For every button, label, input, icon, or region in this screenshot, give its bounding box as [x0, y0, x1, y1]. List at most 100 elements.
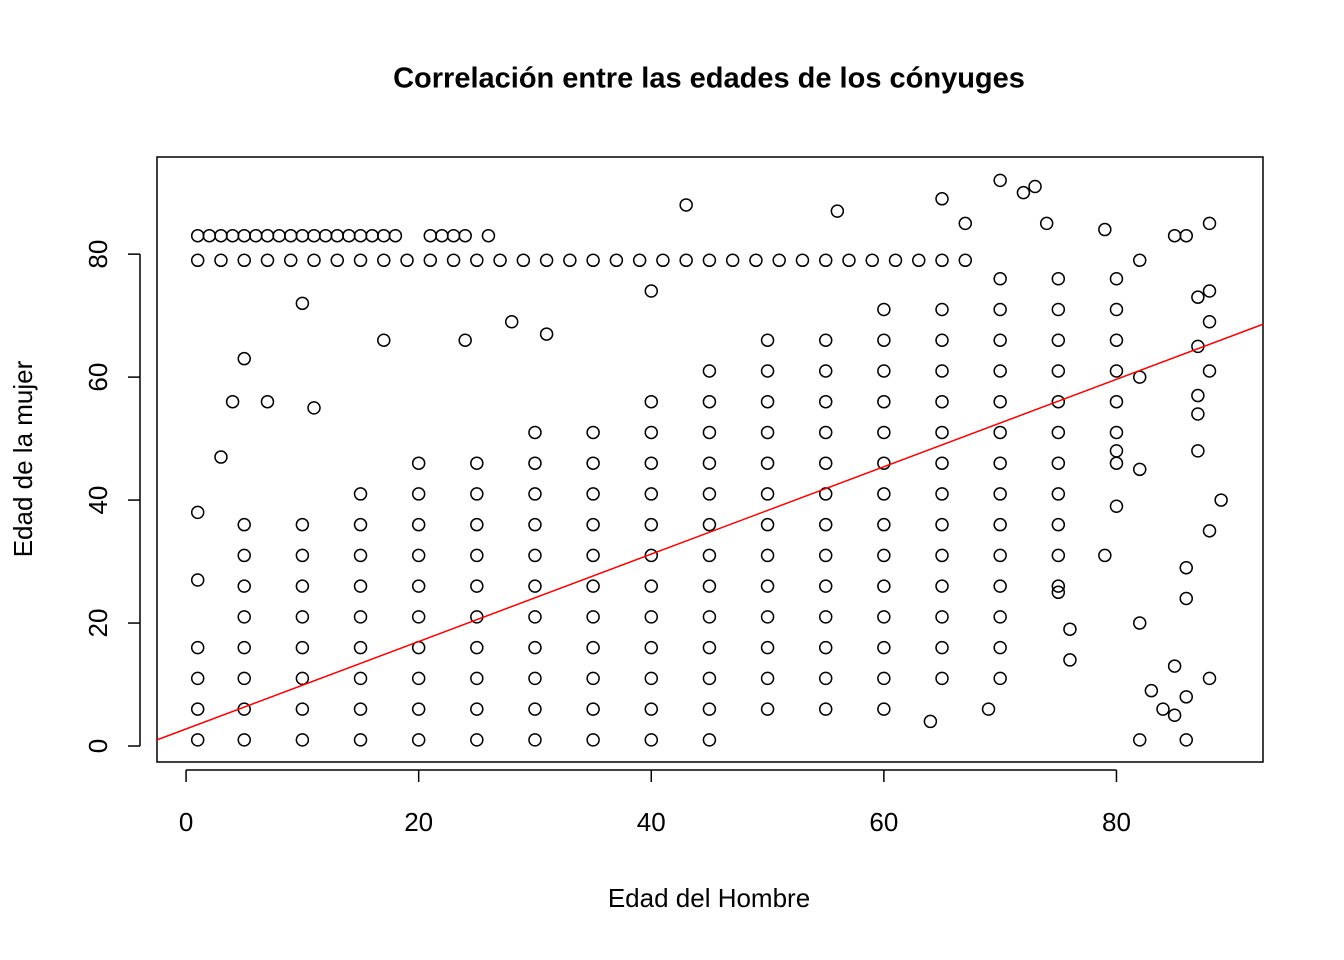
point [760, 548, 775, 563]
point [528, 671, 542, 686]
point [1132, 733, 1147, 747]
point [877, 456, 891, 470]
point [1109, 364, 1124, 378]
point [935, 394, 949, 409]
point [586, 733, 600, 747]
point [958, 253, 973, 268]
point [295, 548, 310, 563]
point [190, 702, 205, 716]
point [993, 173, 1007, 188]
point [818, 394, 833, 409]
point [528, 733, 542, 747]
point [993, 271, 1007, 286]
point [365, 228, 379, 243]
point [935, 671, 949, 686]
point [1167, 228, 1182, 243]
point [353, 517, 368, 532]
y-tick-label: 60 [83, 363, 113, 392]
point [353, 579, 368, 593]
point [935, 425, 949, 440]
x-tick-label: 40 [637, 807, 666, 837]
point [1191, 407, 1205, 421]
point [993, 517, 1007, 532]
point [702, 733, 717, 747]
point [1202, 524, 1217, 538]
point [586, 548, 600, 563]
point [877, 640, 891, 655]
point [935, 579, 949, 593]
point [411, 548, 426, 563]
point [877, 702, 891, 716]
point [702, 425, 717, 440]
point [1028, 179, 1042, 194]
point [458, 333, 472, 347]
point [411, 671, 426, 686]
point [307, 253, 321, 268]
point [504, 315, 519, 329]
point [760, 610, 775, 624]
point [528, 640, 542, 655]
point [411, 487, 426, 501]
point [818, 456, 833, 470]
point [237, 579, 251, 593]
point [377, 253, 391, 268]
point [586, 610, 600, 624]
point [702, 364, 717, 378]
point [993, 302, 1007, 317]
point [702, 456, 717, 470]
point [644, 548, 659, 563]
point [563, 253, 577, 268]
point [423, 253, 438, 268]
point [760, 456, 775, 470]
point [237, 640, 251, 655]
point [632, 253, 647, 268]
point [190, 640, 205, 655]
point [295, 671, 310, 686]
y-tick-label: 80 [83, 240, 113, 269]
point [644, 733, 659, 747]
point [1214, 493, 1228, 507]
point [411, 702, 426, 716]
point [1202, 284, 1217, 298]
point [1051, 425, 1066, 440]
point [586, 640, 600, 655]
point [1179, 591, 1193, 606]
point [237, 671, 251, 686]
point [1051, 579, 1066, 593]
point [877, 425, 891, 440]
point [470, 253, 484, 268]
point [435, 228, 449, 243]
point [760, 394, 775, 409]
point [818, 640, 833, 655]
point [295, 579, 310, 593]
point [528, 548, 542, 563]
point [888, 253, 903, 268]
point [1179, 733, 1193, 747]
point [214, 450, 228, 464]
point [470, 487, 484, 501]
point [644, 487, 659, 501]
point [1098, 548, 1112, 563]
point [190, 505, 205, 520]
point [411, 579, 426, 593]
point [411, 610, 426, 624]
point [260, 394, 275, 409]
point [539, 327, 554, 341]
point [190, 671, 205, 686]
point [190, 573, 205, 587]
point [818, 702, 833, 716]
point [877, 394, 891, 409]
point [818, 610, 833, 624]
point [644, 517, 659, 532]
point [1132, 253, 1147, 268]
y-tick-label: 0 [83, 739, 113, 753]
point [481, 228, 496, 243]
point [528, 702, 542, 716]
point [1109, 425, 1124, 440]
point [353, 548, 368, 563]
point [1109, 333, 1124, 347]
point [644, 284, 659, 298]
point [423, 228, 438, 243]
